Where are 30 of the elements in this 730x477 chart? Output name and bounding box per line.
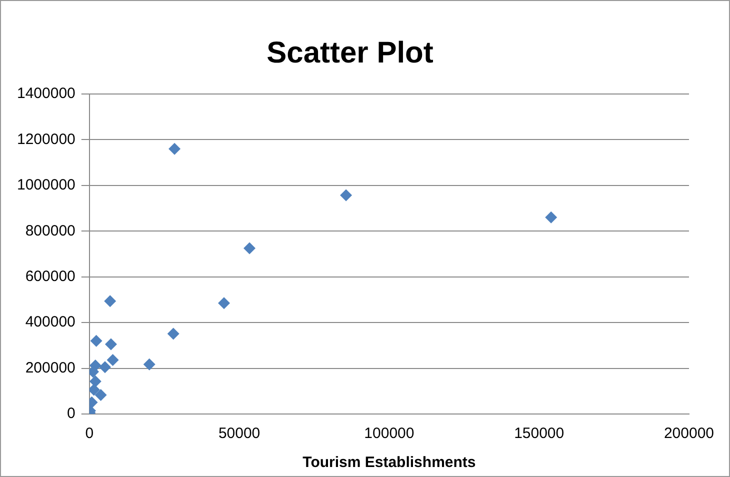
point xyxy=(143,358,156,370)
x-tick-label: 150000 xyxy=(514,425,564,442)
point xyxy=(89,375,102,388)
x-tick-label: 100000 xyxy=(364,425,414,442)
y-tick-label: 0 xyxy=(67,405,76,422)
point xyxy=(98,361,111,374)
x-tick-label: 0 xyxy=(85,425,94,442)
point xyxy=(104,338,117,350)
point xyxy=(168,142,181,155)
y-tick-label: 1000000 xyxy=(16,176,76,194)
point xyxy=(243,242,256,254)
y-tick-label: 400000 xyxy=(25,314,76,331)
chart-title: Scatter Plot xyxy=(266,36,434,70)
point xyxy=(340,189,352,202)
y-tick-label: 1400000 xyxy=(16,85,76,102)
point xyxy=(89,384,100,396)
point xyxy=(218,297,230,310)
y-tick-label: 200000 xyxy=(25,359,76,376)
x-tick-label: 50000 xyxy=(218,425,260,442)
y-tick-label: 1200000 xyxy=(16,130,76,148)
x-tick-label: 200000 xyxy=(664,425,714,442)
point xyxy=(90,334,102,347)
y-tick-label: 800000 xyxy=(25,222,76,240)
point xyxy=(94,389,107,402)
point xyxy=(167,328,180,340)
point xyxy=(106,354,119,366)
point xyxy=(545,211,558,224)
point xyxy=(104,295,116,308)
x-axis-title: Tourism Establishments xyxy=(302,454,476,472)
y-tick-label: 600000 xyxy=(25,268,76,285)
